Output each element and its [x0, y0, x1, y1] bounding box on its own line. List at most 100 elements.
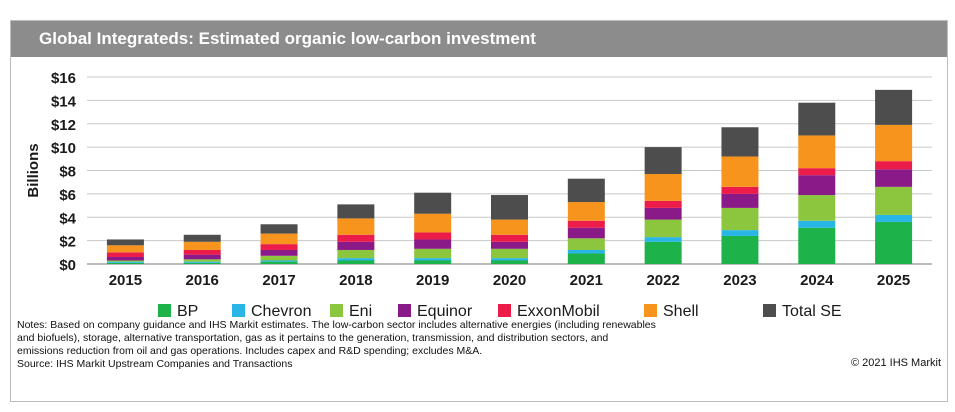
bar-segment	[875, 221, 913, 264]
bar-segment	[875, 186, 913, 215]
bar-segment	[414, 260, 452, 264]
bar-segment	[337, 249, 375, 259]
bar-segment	[644, 200, 682, 208]
x-tick-label: 2023	[723, 272, 756, 289]
x-tick-label: 2020	[493, 272, 526, 289]
bar-segment	[106, 245, 144, 253]
bar-segment	[414, 258, 452, 261]
bar-segment	[798, 175, 836, 196]
bar-segment	[567, 227, 605, 239]
chart-frame: Global Integrateds: Estimated organic lo…	[10, 20, 948, 402]
bar-segment	[183, 261, 221, 263]
bar-segment	[721, 207, 759, 231]
legend-swatch	[398, 304, 411, 317]
legend-label: Eni	[349, 303, 372, 320]
bar-segment	[337, 234, 375, 242]
bar-segment	[798, 195, 836, 221]
y-tick-label: $12	[51, 117, 76, 134]
y-axis-label: Billions	[25, 143, 42, 197]
copyright-text: © 2021 IHS Markit	[850, 357, 941, 369]
bar-segment	[567, 253, 605, 264]
bar-segment	[106, 260, 144, 262]
bar-segment	[644, 174, 682, 201]
bar-segment	[183, 234, 221, 242]
bar-segment	[567, 220, 605, 228]
source-text: Source: IHS Markit Upstream Companies an…	[17, 358, 293, 370]
bar-segment	[183, 254, 221, 260]
bar-segment	[644, 219, 682, 238]
bar-segment	[260, 261, 298, 264]
x-tick-label: 2017	[262, 272, 295, 289]
y-tick-label: $16	[51, 70, 76, 87]
bar-segment	[491, 241, 528, 249]
x-tick-label: 2016	[186, 272, 219, 289]
notes-block: Notes: Based on company guidance and IHS…	[17, 319, 657, 371]
bar-segment	[337, 204, 375, 219]
bar-segment	[644, 237, 682, 242]
legend-swatch	[232, 304, 245, 317]
bar-segment	[183, 259, 221, 262]
bar-segment	[875, 124, 913, 162]
title-bar: Global Integrateds: Estimated organic lo…	[11, 21, 947, 57]
bar-segment	[106, 256, 144, 261]
y-tick-label: $10	[51, 140, 76, 157]
x-tick-label: 2021	[570, 272, 603, 289]
bar-segment	[644, 207, 682, 220]
legend-swatch	[158, 304, 171, 317]
bar-segment	[875, 214, 913, 222]
bar-segment	[721, 230, 759, 236]
bar-segment	[491, 195, 528, 220]
notes-text: Notes: Based on company guidance and IHS…	[17, 319, 656, 357]
bar-segment	[414, 213, 452, 233]
bar-segment	[721, 193, 759, 208]
legend-label: BP	[177, 303, 198, 320]
bar-segment	[414, 248, 452, 259]
x-tick-label: 2022	[646, 272, 679, 289]
legend-swatch	[498, 304, 511, 317]
bar-segment	[721, 156, 759, 187]
y-tick-label: $2	[59, 234, 76, 251]
bar-segment	[414, 192, 452, 214]
bar-segment	[798, 102, 836, 136]
chart-title: Global Integrateds: Estimated organic lo…	[39, 29, 536, 48]
bar-segment	[875, 89, 913, 125]
bar-segment	[491, 260, 528, 264]
legend-label: Chevron	[251, 303, 311, 320]
bar-segment	[414, 239, 452, 249]
bar-segment	[183, 241, 221, 250]
bar-segment	[183, 262, 221, 264]
bar-segment	[798, 220, 836, 228]
bar-segment	[260, 255, 298, 261]
bar-segment	[414, 232, 452, 240]
bar-segment	[721, 127, 759, 157]
bar-segment	[260, 249, 298, 256]
bar-segment	[183, 249, 221, 255]
y-tick-label: $8	[59, 164, 76, 181]
bar-segment	[106, 262, 144, 264]
x-tick-label: 2018	[339, 272, 372, 289]
legend-label: ExxonMobil	[517, 303, 600, 320]
bar-segment	[491, 234, 528, 242]
x-tick-label: 2015	[109, 272, 142, 289]
y-tick-label: $6	[59, 187, 76, 204]
legend-label: Total SE	[782, 303, 842, 320]
bar-segment	[875, 161, 913, 170]
bar-segment	[260, 233, 298, 245]
bar-segment	[567, 178, 605, 203]
legend-swatch	[644, 304, 657, 317]
y-tick-label: $4	[59, 210, 76, 227]
x-tick-label: 2024	[800, 272, 834, 289]
legend-label: Equinor	[417, 303, 473, 320]
bar-segment	[106, 239, 144, 246]
bar-segment	[567, 238, 605, 250]
bar-segment	[337, 258, 375, 261]
x-tick-label: 2019	[416, 272, 449, 289]
bar-segment	[491, 258, 528, 261]
bar-segment	[721, 186, 759, 194]
bar-segment	[260, 224, 298, 234]
bar-segment	[798, 168, 836, 176]
bar-segment	[260, 244, 298, 250]
bar-segment	[106, 261, 144, 263]
bar-segment	[337, 218, 375, 235]
bar-segment	[337, 260, 375, 264]
